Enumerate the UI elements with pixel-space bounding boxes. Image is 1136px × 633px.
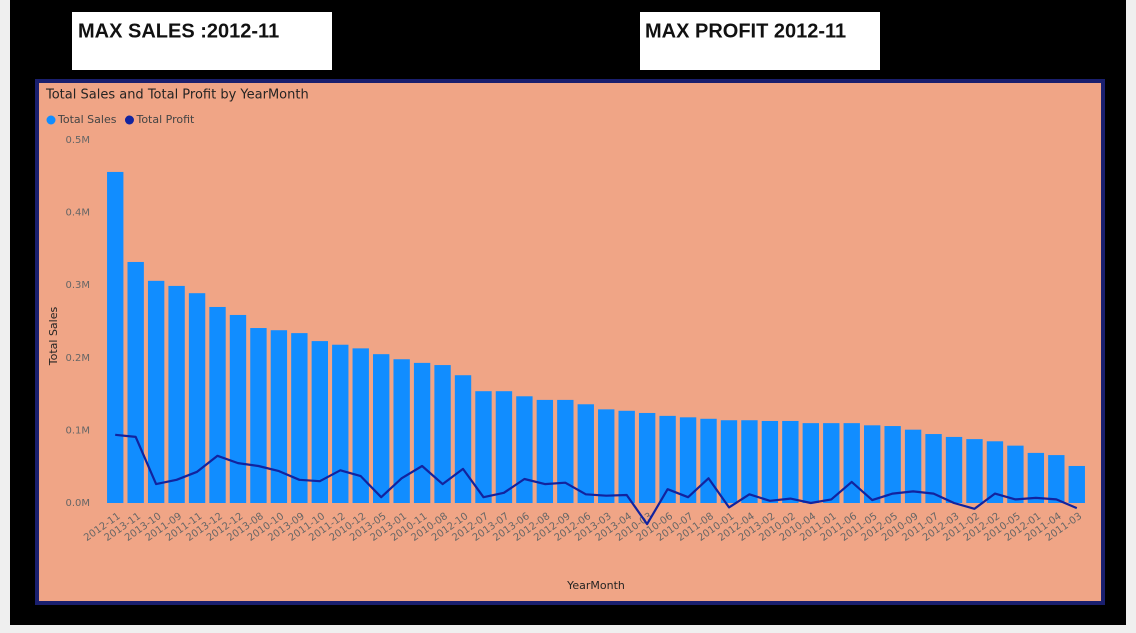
kpi-card <box>640 12 880 70</box>
kpi-text: MAX PROFIT 2012-11 <box>645 20 846 42</box>
kpi-text: MAX SALES :2012-11 <box>78 20 279 42</box>
bar <box>209 306 226 503</box>
bar <box>700 418 717 503</box>
bar <box>188 293 206 503</box>
bar <box>332 344 349 503</box>
bar <box>925 434 942 503</box>
bar <box>904 429 922 503</box>
bar <box>802 423 819 503</box>
bar <box>659 415 676 503</box>
legend-label: Total Profit <box>135 113 195 126</box>
bar <box>393 359 410 503</box>
bar <box>741 420 758 503</box>
bar <box>884 426 901 503</box>
y-tick-label: 0.0M <box>65 498 90 509</box>
x-axis-title: YearMonth <box>566 579 625 592</box>
bar <box>720 420 738 503</box>
y-tick-label: 0.1M <box>65 425 90 436</box>
bar <box>311 341 328 503</box>
line <box>115 433 1078 526</box>
kpi-card <box>72 12 332 70</box>
y-tick-label: 0.4M <box>65 208 90 219</box>
bar <box>945 436 963 503</box>
bar <box>270 330 288 503</box>
bar <box>250 328 267 503</box>
legend-label: Total Sales <box>57 113 117 126</box>
y-tick-label: 0.3M <box>65 280 90 291</box>
bar <box>843 423 860 503</box>
bar <box>986 441 1004 503</box>
bar <box>618 410 635 503</box>
legend-marker <box>46 115 56 125</box>
bar <box>107 171 124 503</box>
bar <box>168 285 185 503</box>
bar <box>413 362 431 503</box>
legend-marker <box>124 115 134 125</box>
bar <box>638 412 656 503</box>
bar <box>352 348 369 503</box>
y-tick-label: 0.5M <box>65 135 90 146</box>
bar <box>516 396 533 503</box>
bar <box>229 314 247 503</box>
bar <box>1027 452 1045 503</box>
bar <box>761 420 779 503</box>
bar <box>577 404 594 503</box>
bar <box>147 280 165 503</box>
bar <box>598 409 615 503</box>
bar <box>454 375 472 503</box>
y-axis-title: Total Sales <box>47 307 60 367</box>
bar <box>373 354 390 503</box>
bar <box>1007 445 1024 503</box>
bar <box>557 399 574 503</box>
bar <box>679 417 697 503</box>
bar <box>1068 465 1085 503</box>
bar <box>782 420 799 503</box>
bar <box>291 333 308 503</box>
chart-title: Total Sales and Total Profit by YearMont… <box>45 88 309 103</box>
bar <box>823 423 840 503</box>
bar <box>966 439 983 503</box>
bar <box>495 391 513 503</box>
bar <box>434 365 451 503</box>
y-tick-label: 0.2M <box>65 353 90 364</box>
bar <box>475 391 492 503</box>
bar <box>127 261 144 503</box>
bar <box>536 399 554 503</box>
bar <box>1048 455 1065 503</box>
bar <box>864 425 881 503</box>
